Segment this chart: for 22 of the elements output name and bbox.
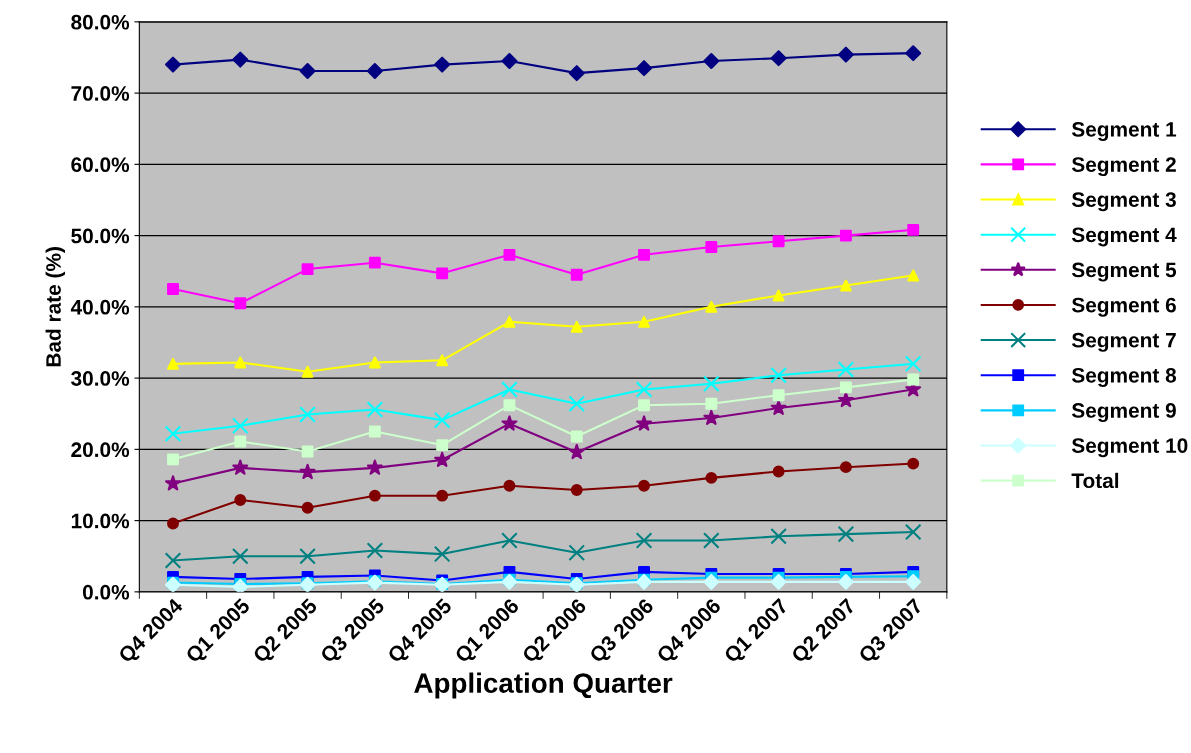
- y-tick-label: 20.0%: [71, 442, 130, 458]
- y-tick-label: 80.0%: [71, 14, 130, 30]
- y-tick-label: 60.0%: [71, 157, 130, 173]
- legend-label: Segment 9: [1071, 403, 1176, 423]
- legend-label: Segment 1: [1071, 122, 1177, 141]
- x-axis-title: Application Quarter: [414, 672, 673, 699]
- legend-label: Segment 10: [1071, 438, 1188, 458]
- legend-label: Segment 3: [1071, 192, 1176, 212]
- y-tick-label: 50.0%: [71, 228, 130, 244]
- legend-label: Segment 2: [1071, 157, 1176, 177]
- legend-label: Segment 4: [1071, 227, 1177, 247]
- y-tick-label: 10.0%: [71, 513, 130, 529]
- legend-label: Segment 7: [1071, 332, 1176, 352]
- y-tick-label: 0.0%: [82, 584, 130, 600]
- legend-label: Segment 6: [1071, 297, 1176, 317]
- y-tick-label: 30.0%: [71, 371, 130, 386]
- legend-label: Segment 8: [1071, 367, 1177, 387]
- y-tick-label: 70.0%: [71, 86, 130, 101]
- legend-label: Total: [1071, 472, 1119, 489]
- legend-label: Segment 5: [1071, 262, 1177, 282]
- y-axis-title: Bad rate (%): [45, 247, 65, 367]
- y-tick-label: 40.0%: [70, 299, 130, 315]
